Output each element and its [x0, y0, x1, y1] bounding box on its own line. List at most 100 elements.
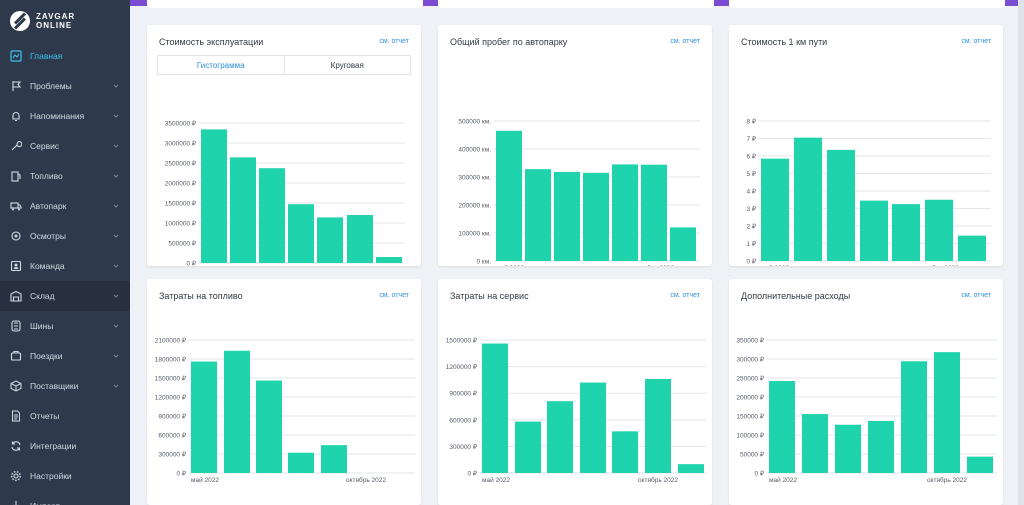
y-tick-label: 300000 ₽ [449, 443, 477, 451]
bar-2 [525, 169, 551, 261]
y-tick-label: 1500000 ₽ [165, 200, 197, 208]
sidebar-item-2[interactable]: Проблемы [0, 71, 130, 101]
bar-2 [802, 414, 828, 473]
report-icon [10, 410, 22, 422]
y-tick-label: 2100000 ₽ [155, 337, 187, 345]
sidebar-item-10[interactable]: Шины [0, 311, 130, 341]
sidebar-item-16[interactable]: Импорт [0, 491, 130, 505]
bar-chart: 0 ₽ 500000 ₽ 1000000 ₽ 1500000 ₽ 2000000 ₽ 25… [165, 120, 405, 266]
bar-6 [641, 164, 667, 261]
see-report-link[interactable]: см. отчет [961, 292, 991, 299]
sidebar-item-7[interactable]: Осмотры [0, 221, 130, 251]
card-title: Затраты на сервис [450, 291, 529, 301]
y-tick-label: 2500000 ₽ [165, 160, 197, 168]
sidebar: ZAVGAR ONLINE Главная Проблемы Напоминания… [0, 0, 130, 505]
chart-card-2: Общий пробег по автопарку см. отчет 0 км. 1… [438, 25, 712, 266]
y-tick-label: 1 ₽ [746, 240, 756, 248]
y-tick-label: 500000 ₽ [168, 240, 196, 248]
sidebar-item-5[interactable]: Топливо [0, 161, 130, 191]
team-icon [10, 260, 22, 272]
x-tick-label-start: май 2022 [191, 476, 219, 484]
x-tick-label-end: октябрь 2022 [919, 264, 959, 266]
y-tick-label: 100000 км. [458, 231, 491, 238]
issues-icon [10, 80, 22, 92]
bar-3 [554, 171, 580, 261]
sidebar-item-3[interactable]: Напоминания [0, 101, 130, 131]
sidebar-item-12[interactable]: Поставщики [0, 371, 130, 401]
y-tick-label: 300000 ₽ [736, 356, 764, 364]
bar-5 [317, 217, 343, 263]
y-tick-label: 2000000 ₽ [165, 180, 197, 188]
y-tick-label: 300000 ₽ [158, 451, 186, 459]
truck-icon [10, 200, 22, 212]
bar-7 [958, 235, 986, 261]
chart-card-4: Затраты на топливо см. отчет 0 ₽ 300000 ₽ 60… [147, 279, 421, 505]
x-tick-label-end: октябрь 2022 [638, 476, 678, 484]
bar-1 [761, 158, 789, 261]
bar-4 [580, 382, 606, 473]
bar-chart: 0 км. 100000 км. 200000 км. 300000 км. 40000… [458, 119, 700, 266]
y-tick-label: 1500000 ₽ [155, 375, 187, 383]
bar-3 [835, 424, 861, 473]
sidebar-item-15[interactable]: Настройки [0, 461, 130, 491]
logo[interactable]: ZAVGAR ONLINE [10, 8, 120, 34]
y-tick-label: 900000 ₽ [158, 413, 186, 421]
sidebar-item-4[interactable]: Сервис [0, 131, 130, 161]
sidebar-item-1[interactable]: Главная [0, 41, 130, 71]
sidebar-item-6[interactable]: Автопарк [0, 191, 130, 221]
y-tick-label: 3500000 ₽ [165, 120, 197, 128]
sidebar-nav: Главная Проблемы Напоминания Сервис Топливо А… [0, 41, 130, 505]
y-tick-label: 150000 ₽ [736, 413, 764, 421]
bar-7 [376, 257, 402, 263]
x-tick-label-end: октябрь 2022 [927, 476, 967, 484]
see-report-link[interactable]: см. отчет [961, 38, 991, 45]
y-tick-label: 0 км. [476, 259, 491, 266]
import-icon [10, 500, 22, 505]
sidebar-item-label: Настройки [30, 471, 72, 481]
sidebar-item-13[interactable]: Отчеты [0, 401, 130, 431]
bar-4 [583, 172, 609, 261]
bar-6 [645, 379, 671, 473]
tab-pie[interactable]: Круговая [284, 56, 410, 74]
tab-histogram[interactable]: Гистограмма [158, 56, 285, 74]
bar-4 [288, 452, 314, 473]
y-tick-label: 200000 км. [458, 203, 491, 210]
see-report-link[interactable]: см. отчет [670, 292, 700, 299]
scrollbar-track[interactable] [1018, 0, 1024, 505]
sidebar-item-label: Импорт [30, 501, 60, 505]
bar-2 [794, 137, 822, 261]
bar-5 [321, 445, 347, 473]
see-report-link[interactable]: см. отчет [670, 38, 700, 45]
sidebar-item-label: Отчеты [30, 411, 60, 421]
chevron-down-icon [112, 112, 120, 120]
see-report-link[interactable]: см. отчет [379, 292, 409, 299]
sync-icon [10, 440, 22, 452]
bell-icon [10, 110, 22, 122]
bar-5 [901, 361, 927, 473]
tire-icon [10, 320, 22, 332]
y-tick-label: 50000 ₽ [740, 451, 765, 459]
sidebar-item-9[interactable]: Склад [0, 281, 130, 311]
sidebar-item-label: Интеграции [30, 441, 77, 451]
sidebar-item-label: Топливо [30, 171, 63, 181]
bar-6 [934, 352, 960, 473]
warehouse-icon [10, 290, 22, 302]
sidebar-item-11[interactable]: Поездки [0, 341, 130, 371]
see-report-link[interactable]: см. отчет [379, 38, 409, 45]
y-tick-label: 0 ₽ [746, 258, 756, 266]
sidebar-item-label: Команда [30, 261, 65, 271]
sidebar-item-14[interactable]: Интеграции [0, 431, 130, 461]
y-tick-label: 100000 ₽ [736, 432, 764, 440]
bar-chart: 0 ₽ 50000 ₽ 100000 ₽ 150000 ₽ 200000 ₽ 250000… [736, 337, 997, 484]
x-tick-label-start: май 2022 [482, 476, 510, 484]
y-tick-label: 1200000 ₽ [446, 363, 478, 371]
brand-line-2: ONLINE [36, 21, 73, 30]
chevron-down-icon [112, 382, 120, 390]
bar-chart: 0 ₽ 300000 ₽ 600000 ₽ 900000 ₽ 1200000 ₽ 1500… [446, 337, 706, 484]
card-title: Стоимость 1 км пути [741, 37, 828, 47]
chart-card-6: Дополнительные расходы см. отчет 0 ₽ 50000 … [729, 279, 1003, 505]
chevron-down-icon [112, 292, 120, 300]
sidebar-item-8[interactable]: Команда [0, 251, 130, 281]
top-card-edge [729, 0, 1005, 8]
sidebar-item-label: Поставщики [30, 381, 79, 391]
